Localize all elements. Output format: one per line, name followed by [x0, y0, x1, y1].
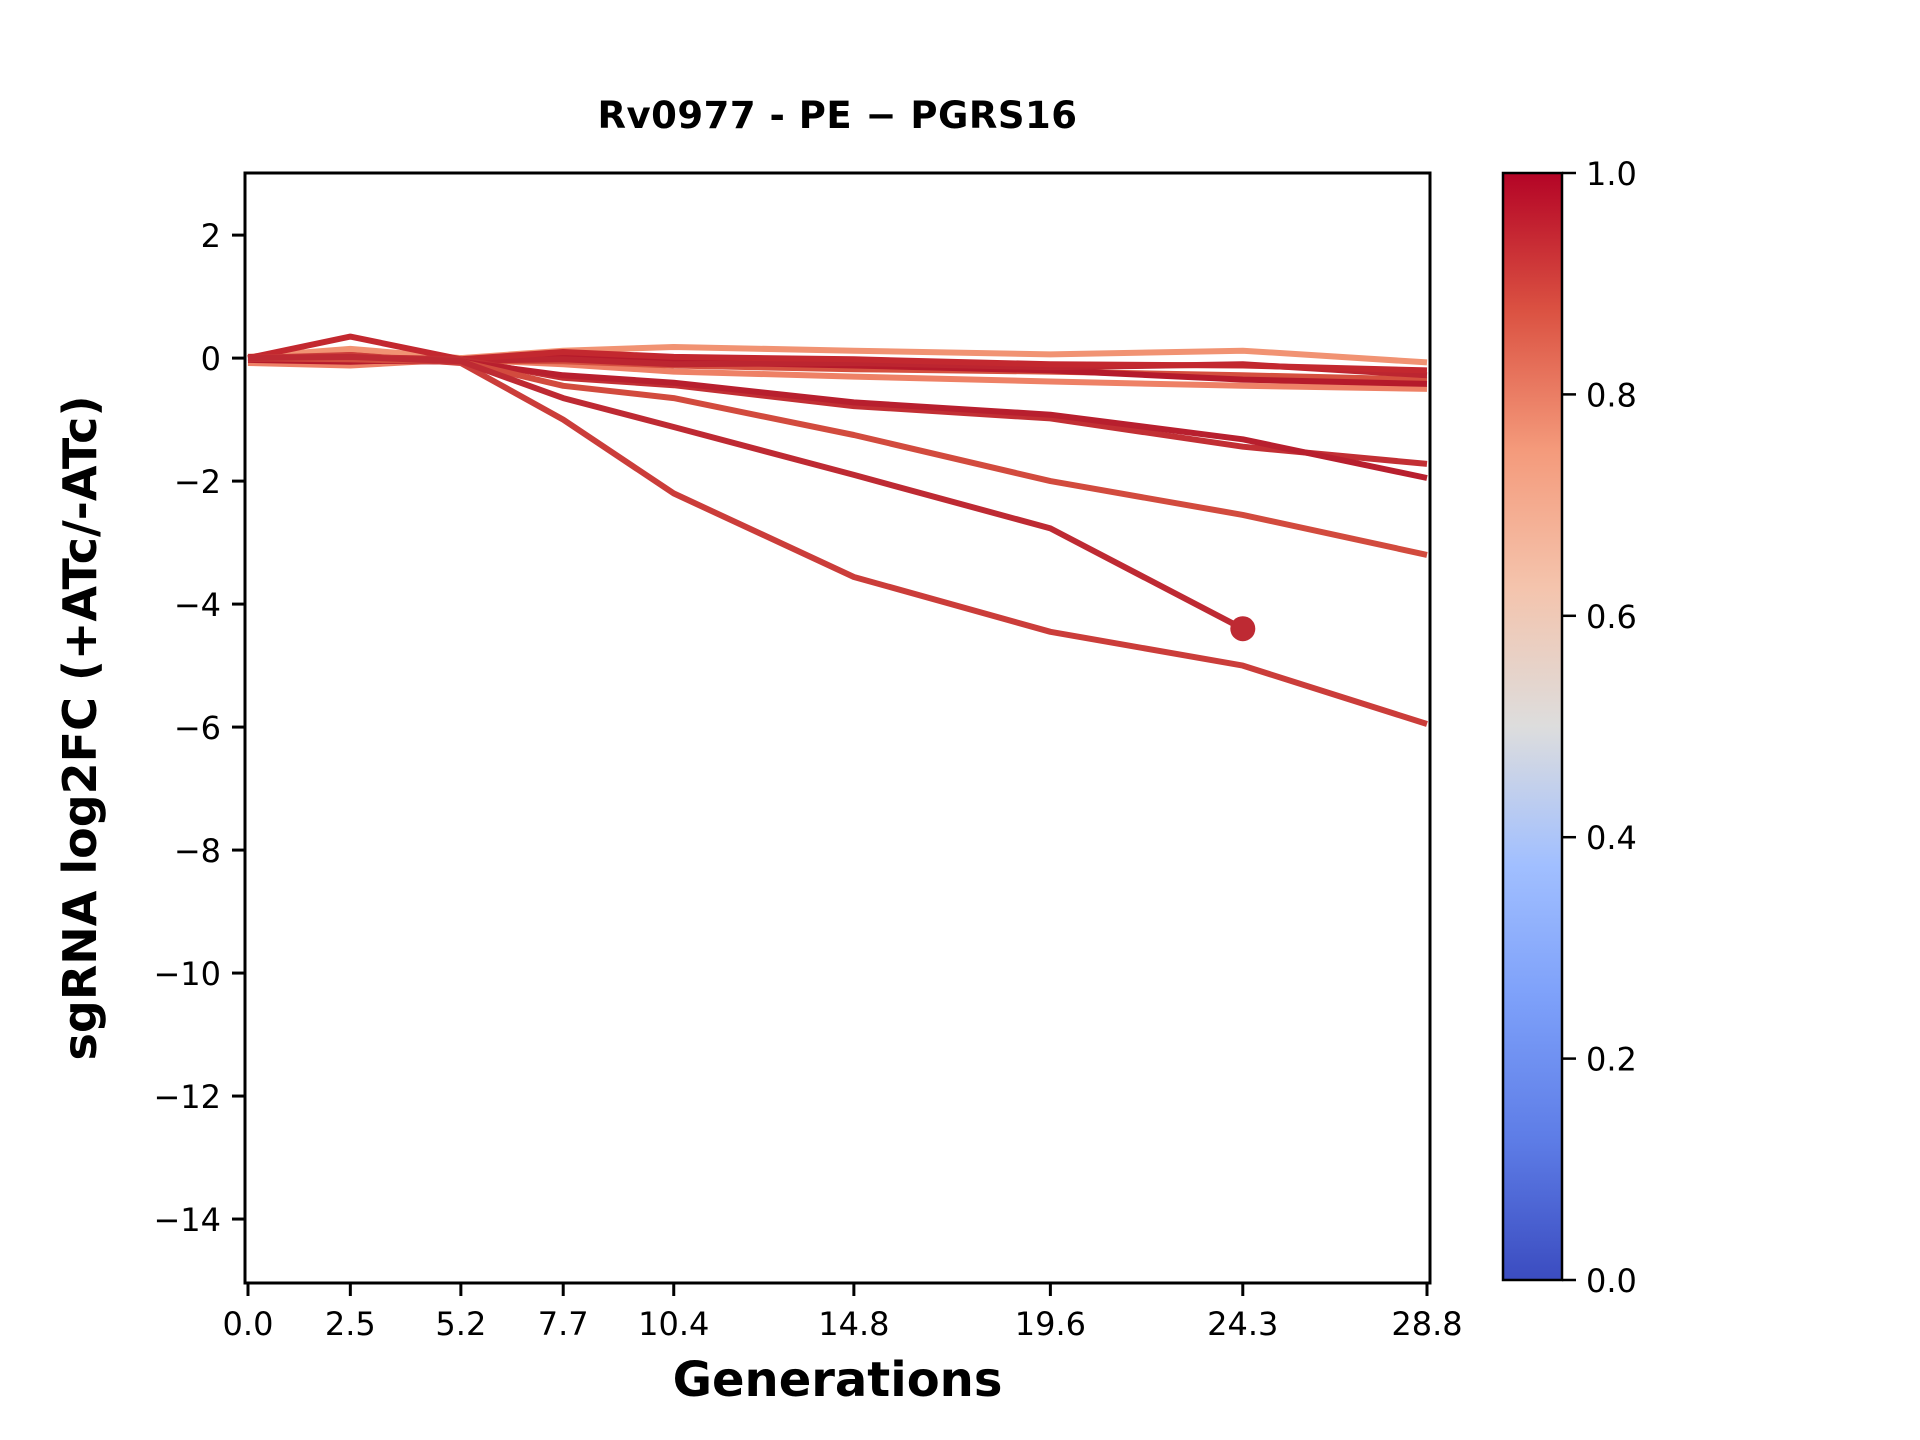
y-tick-label: −2 — [174, 463, 221, 501]
y-tick-label: 2 — [201, 217, 221, 255]
series-line — [247, 344, 1428, 366]
series-line — [247, 353, 1245, 632]
x-tick-label: 0.0 — [223, 1305, 274, 1343]
x-tick-label: 2.5 — [325, 1305, 376, 1343]
series-line — [247, 352, 1428, 727]
axes: 0.0 2.5 5.2 7.7 10.4 14.8 19.6 24.3 28.8 2 0 −2 −4 −6… — [153, 171, 1463, 1343]
endpoint-marker-dot — [1230, 616, 1256, 642]
colorbar-gradient — [1501, 171, 1564, 1282]
x-tick-label: 28.8 — [1391, 1305, 1462, 1343]
colorbar-tick-label: 0.8 — [1586, 376, 1637, 414]
x-tick-label: 10.4 — [638, 1305, 709, 1343]
y-tick-label: −6 — [174, 709, 221, 747]
x-tick-label: 5.2 — [435, 1305, 486, 1343]
colorbar: 0.0 0.2 0.4 0.6 0.8 1.0 — [1501, 155, 1637, 1300]
y-tick-label: −8 — [174, 832, 221, 870]
colorbar-tick-label: 1.0 — [1586, 155, 1637, 193]
y-tick-label: 0 — [201, 340, 221, 378]
y-tick-label: −4 — [174, 586, 221, 624]
series-lines — [247, 333, 1428, 727]
x-tick-label: 14.8 — [818, 1305, 889, 1343]
colorbar-tick-label: 0.0 — [1586, 1262, 1637, 1300]
chart-title: Rv0977 - PE − PGRS16 — [597, 94, 1078, 137]
x-tick-label: 24.3 — [1207, 1305, 1278, 1343]
y-tick-label: −10 — [153, 955, 221, 993]
series-line — [247, 333, 1428, 374]
y-axis-label: sgRNA log2FC (+ATc/-ATc) — [53, 395, 107, 1061]
x-axis-label: Generations — [672, 1352, 1003, 1408]
y-tick-label: −14 — [153, 1201, 221, 1239]
plot-border — [243, 171, 1432, 1285]
x-tick-label: 7.7 — [538, 1305, 589, 1343]
colorbar-tick-label: 0.4 — [1586, 819, 1637, 857]
colorbar-tick-label: 0.2 — [1586, 1041, 1637, 1079]
colorbar-tick-label: 0.6 — [1586, 598, 1637, 636]
y-tick-label: −12 — [153, 1078, 221, 1116]
x-tick-label: 19.6 — [1015, 1305, 1086, 1343]
